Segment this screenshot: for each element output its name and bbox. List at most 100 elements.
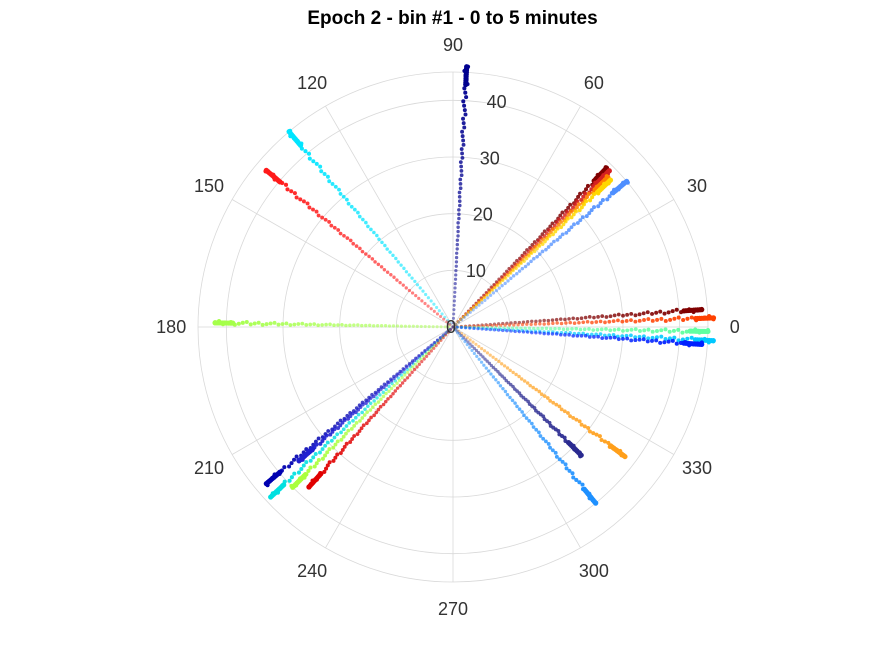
data-point: [417, 296, 421, 300]
data-point: [403, 373, 407, 377]
data-point: [524, 256, 529, 261]
data-point: [583, 315, 588, 320]
data-point: [480, 327, 484, 331]
data-point: [584, 187, 589, 192]
data-point: [423, 301, 427, 306]
data-point: [663, 327, 668, 332]
data-point: [364, 421, 369, 426]
data-point: [471, 308, 475, 312]
data-point: [550, 332, 555, 336]
angle-tick-label: 30: [687, 176, 707, 196]
data-point: [456, 234, 460, 238]
data-point: [426, 304, 430, 308]
data-point: [556, 222, 561, 227]
data-point: [546, 442, 551, 446]
data-point: [562, 409, 567, 414]
data-point: [463, 315, 467, 319]
data-point: [569, 209, 574, 214]
data-point: [410, 276, 414, 280]
data-point: [587, 327, 591, 331]
data-point: [553, 229, 558, 234]
data-point: [357, 214, 362, 219]
data-point: [633, 313, 638, 318]
grid-spoke: [452, 199, 675, 328]
data-point: [538, 322, 542, 326]
data-point: [667, 336, 672, 341]
data-point: [625, 328, 630, 333]
data-point: [455, 329, 459, 333]
data-point: [248, 322, 253, 327]
data-point: [576, 202, 581, 207]
data-point: [451, 325, 455, 329]
data-point: [680, 330, 685, 335]
data-point: [646, 317, 651, 321]
data-point: [496, 283, 500, 288]
data-point: [419, 357, 423, 361]
data-point: [314, 161, 319, 166]
data-point: [368, 401, 373, 406]
data-point: [277, 469, 283, 475]
data-point: [461, 315, 466, 319]
data-point: [441, 336, 445, 340]
data-point: [432, 309, 436, 313]
data-point: [547, 234, 552, 238]
data-point: [387, 389, 391, 393]
data-point: [482, 363, 486, 367]
data-point: [398, 384, 402, 388]
data-point: [530, 421, 534, 426]
data-point: [348, 238, 353, 243]
data-point: [388, 250, 392, 254]
data-point: [360, 249, 365, 254]
data-point: [612, 313, 617, 318]
data-point: [534, 319, 538, 324]
data-point: [451, 325, 455, 329]
data-point: [497, 286, 501, 290]
data-point: [571, 212, 576, 217]
data-point: [468, 325, 472, 329]
data-point: [477, 303, 481, 307]
data-point: [527, 419, 532, 423]
data-point: [641, 337, 646, 342]
data-point: [585, 183, 590, 188]
angle-tick-label: 90: [443, 35, 463, 55]
grid-spoke: [452, 105, 581, 328]
data-point: [658, 309, 663, 314]
data-point: [424, 354, 429, 358]
data-point: [312, 322, 317, 326]
data-point: [612, 335, 617, 340]
data-point: [484, 366, 488, 370]
data-point: [375, 396, 379, 400]
data-point: [363, 407, 367, 412]
polar-grid: [197, 71, 709, 583]
data-point: [581, 202, 586, 207]
data-point: [566, 205, 571, 210]
data-point: [585, 319, 590, 324]
data-point: [571, 416, 576, 420]
data-point: [444, 333, 448, 337]
data-point: [496, 370, 500, 374]
data-point: [429, 299, 433, 303]
data-point: [667, 329, 672, 334]
data-point: [501, 321, 505, 326]
data-point: [348, 323, 352, 328]
data-point: [612, 327, 617, 332]
data-point: [538, 331, 542, 335]
data-point: [668, 317, 673, 322]
data-point: [590, 195, 595, 200]
data-point: [461, 142, 466, 147]
data-point: [407, 273, 411, 277]
data-point: [344, 431, 348, 436]
data-point: [577, 208, 582, 213]
data-point: [506, 279, 510, 283]
data-point: [542, 394, 547, 398]
data-point: [580, 482, 585, 487]
data-point: [311, 455, 316, 460]
data-point: [559, 333, 563, 337]
data-series: [212, 319, 455, 329]
data-point: [289, 461, 294, 466]
data-point: [474, 348, 479, 353]
data-point: [500, 283, 504, 288]
data-point: [308, 322, 313, 327]
data-point: [555, 226, 560, 231]
data-point: [509, 276, 513, 281]
